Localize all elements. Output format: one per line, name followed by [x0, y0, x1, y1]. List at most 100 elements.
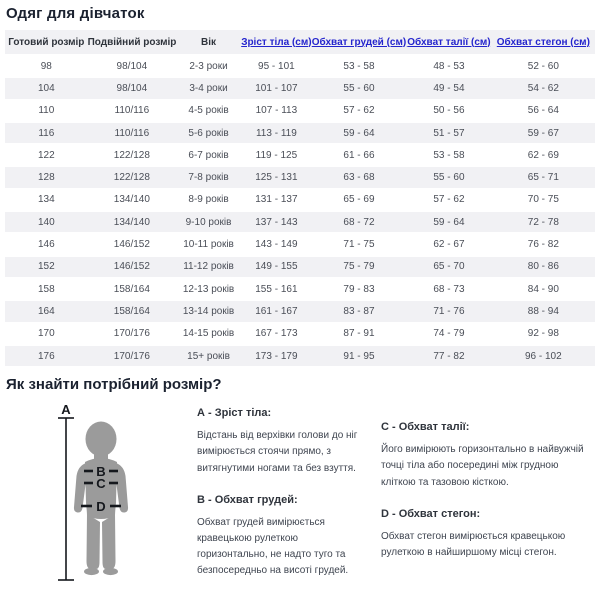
column-header-link[interactable]: Зріст тіла (см) — [241, 36, 312, 48]
guide-col-1: А - Зріст тіла: Відстань від верхівки гол… — [197, 401, 359, 595]
column-header-link[interactable]: Обхват талії (см) — [407, 36, 491, 48]
label-c: C — [96, 476, 106, 491]
table-cell: 134/140 — [113, 194, 150, 206]
table-cell: 98/104 — [116, 82, 148, 94]
table-cell: 140 — [37, 216, 55, 228]
table-cell: 110 — [38, 105, 55, 117]
table-row: 170 170/176 14-15 років 167 - 173 87 - 91 74 … — [5, 323, 595, 344]
table-row: 116 110/116 5-6 років 113 - 119 59 - 64 51 - … — [5, 122, 595, 144]
table-cell: 131 - 137 — [255, 194, 298, 206]
guide-item-text: Відстань від верхівки голови до ніг вимі… — [197, 430, 358, 474]
table-cell: 48 - 53 — [433, 60, 465, 72]
table-row: 128 122/128 7-8 років 125 - 131 63 - 68 55 - … — [5, 167, 595, 188]
table-cell: 137 - 143 — [255, 216, 298, 228]
table-cell: 170/176 — [113, 350, 150, 362]
table-cell: 56 - 64 — [527, 105, 559, 117]
table-cell: 96 - 102 — [524, 350, 562, 362]
table-cell: 98/104 — [116, 60, 148, 72]
table-cell: 125 - 131 — [255, 172, 298, 184]
table-cell: 104 — [37, 82, 55, 94]
table-cell: 59 - 64 — [343, 127, 375, 139]
table-cell: 71 - 75 — [343, 239, 375, 251]
table-row: 176 170/176 15+ років 173 - 179 91 - 95 77 - … — [5, 345, 595, 367]
column-header: Вік — [201, 36, 217, 48]
table-row: 140 134/140 9-10 років 137 - 143 68 - 72 59 -… — [5, 212, 595, 233]
table-cell: 134 — [37, 194, 55, 206]
girth-measure-lines — [81, 469, 121, 508]
table-cell: 68 - 73 — [433, 283, 465, 295]
table-cell: 3-4 роки — [189, 82, 228, 94]
guide-item-heading: В - Обхват грудей: — [197, 493, 298, 506]
table-cell: 87 - 91 — [343, 328, 375, 340]
height-measure-line — [58, 417, 74, 581]
table-cell: 122/128 — [113, 149, 150, 161]
table-cell: 57 - 62 — [433, 194, 465, 206]
guide-item-text: Обхват грудей вимірюється кравецькою рул… — [197, 516, 349, 577]
table-cell: 6-7 років — [188, 149, 229, 161]
table-cell: 2-3 роки — [189, 60, 228, 72]
column-header: Подвійний розмір — [87, 36, 177, 48]
table-cell: 101 - 107 — [255, 82, 298, 94]
table-row: 164 158/164 13-14 років 161 - 167 83 - 87 71 … — [5, 301, 595, 322]
table-cell: 95 - 101 — [258, 60, 295, 72]
table-cell: 110/116 — [114, 105, 150, 117]
column-header-link[interactable]: Обхват стегон (см) — [496, 36, 590, 48]
table-cell: 79 - 83 — [343, 283, 375, 295]
table-cell: 170 — [37, 328, 55, 340]
guide-item-text: Його вимірюють горизонтально в найвужчій… — [381, 444, 584, 488]
table-cell: 146/152 — [113, 261, 150, 273]
table-cell: 176 — [37, 350, 55, 362]
table-row: 152 146/152 11-12 років 149 - 155 75 - 79 65 … — [5, 256, 595, 277]
guide-item-text: Обхват стегон вимірюється кравецькою рул… — [381, 530, 566, 558]
table-cell: 15+ років — [187, 350, 230, 362]
table-cell: 92 - 98 — [527, 328, 559, 340]
table-cell: 59 - 64 — [433, 216, 465, 228]
table-cell: 55 - 60 — [343, 82, 375, 94]
table-cell: 170/176 — [113, 328, 150, 340]
column-header-link[interactable]: Обхват грудей (см) — [311, 36, 407, 48]
table-cell: 107 - 113 — [255, 105, 298, 117]
table-cell: 61 - 66 — [343, 149, 375, 161]
table-body: 98 98/104 2-3 роки 95 - 101 53 - 58 48 - 53 52… — [5, 56, 595, 367]
table-cell: 63 - 68 — [343, 172, 375, 184]
table-row: 134 134/140 8-9 років 131 - 137 65 - 69 57 - … — [5, 189, 595, 211]
table-cell: 62 - 69 — [527, 149, 559, 161]
table-row: 158 158/164 12-13 років 155 - 161 79 - 83 68 … — [5, 278, 595, 300]
guide-item-heading: А - Зріст тіла: — [197, 407, 272, 420]
table-cell: 146 — [37, 239, 55, 251]
table-row: 98 98/104 2-3 роки 95 - 101 53 - 58 48 - 53 52… — [5, 56, 595, 77]
table-cell: 71 - 76 — [433, 305, 465, 317]
table-cell: 74 - 79 — [433, 328, 465, 340]
table-cell: 116 — [38, 127, 55, 139]
table-cell: 76 - 82 — [527, 239, 559, 251]
table-cell: 143 - 149 — [255, 239, 298, 251]
table-cell: 53 - 58 — [343, 60, 375, 72]
table-cell: 55 - 60 — [433, 172, 465, 184]
table-cell: 88 - 94 — [527, 305, 559, 317]
table-cell: 110/116 — [114, 127, 150, 139]
table-cell: 54 - 62 — [527, 82, 559, 94]
measurement-guide: A B C D А - Зріст тіла: Відстань від верх… — [5, 401, 595, 595]
child-silhouette-diagram: A B C D — [58, 403, 129, 581]
table-cell: 119 - 125 — [255, 149, 298, 161]
label-b: B — [96, 464, 105, 479]
table-cell: 9-10 років — [185, 216, 232, 228]
table-cell: 84 - 90 — [527, 283, 559, 295]
table-cell: 65 - 70 — [433, 261, 465, 273]
guide-item-heading: С - Обхват талії: — [381, 421, 470, 434]
measurement-figure: A B C D — [5, 401, 197, 589]
table-cell: 52 - 60 — [527, 60, 559, 72]
table-cell: 122 — [37, 149, 55, 161]
label-a: A — [61, 403, 71, 417]
table-cell: 5-6 років — [188, 127, 229, 139]
table-cell: 98 — [40, 60, 52, 72]
table-cell: 158/164 — [113, 283, 150, 295]
table-cell: 65 - 71 — [527, 172, 559, 184]
table-cell: 161 - 167 — [255, 305, 298, 317]
table-cell: 91 - 95 — [343, 350, 375, 362]
table-cell: 12-13 років — [182, 283, 235, 295]
table-cell: 83 - 87 — [343, 305, 375, 317]
table-cell: 14-15 років — [182, 328, 235, 340]
table-header-row: Готовий розмір Подвійний розмір Вік Зріст т… — [5, 30, 595, 54]
